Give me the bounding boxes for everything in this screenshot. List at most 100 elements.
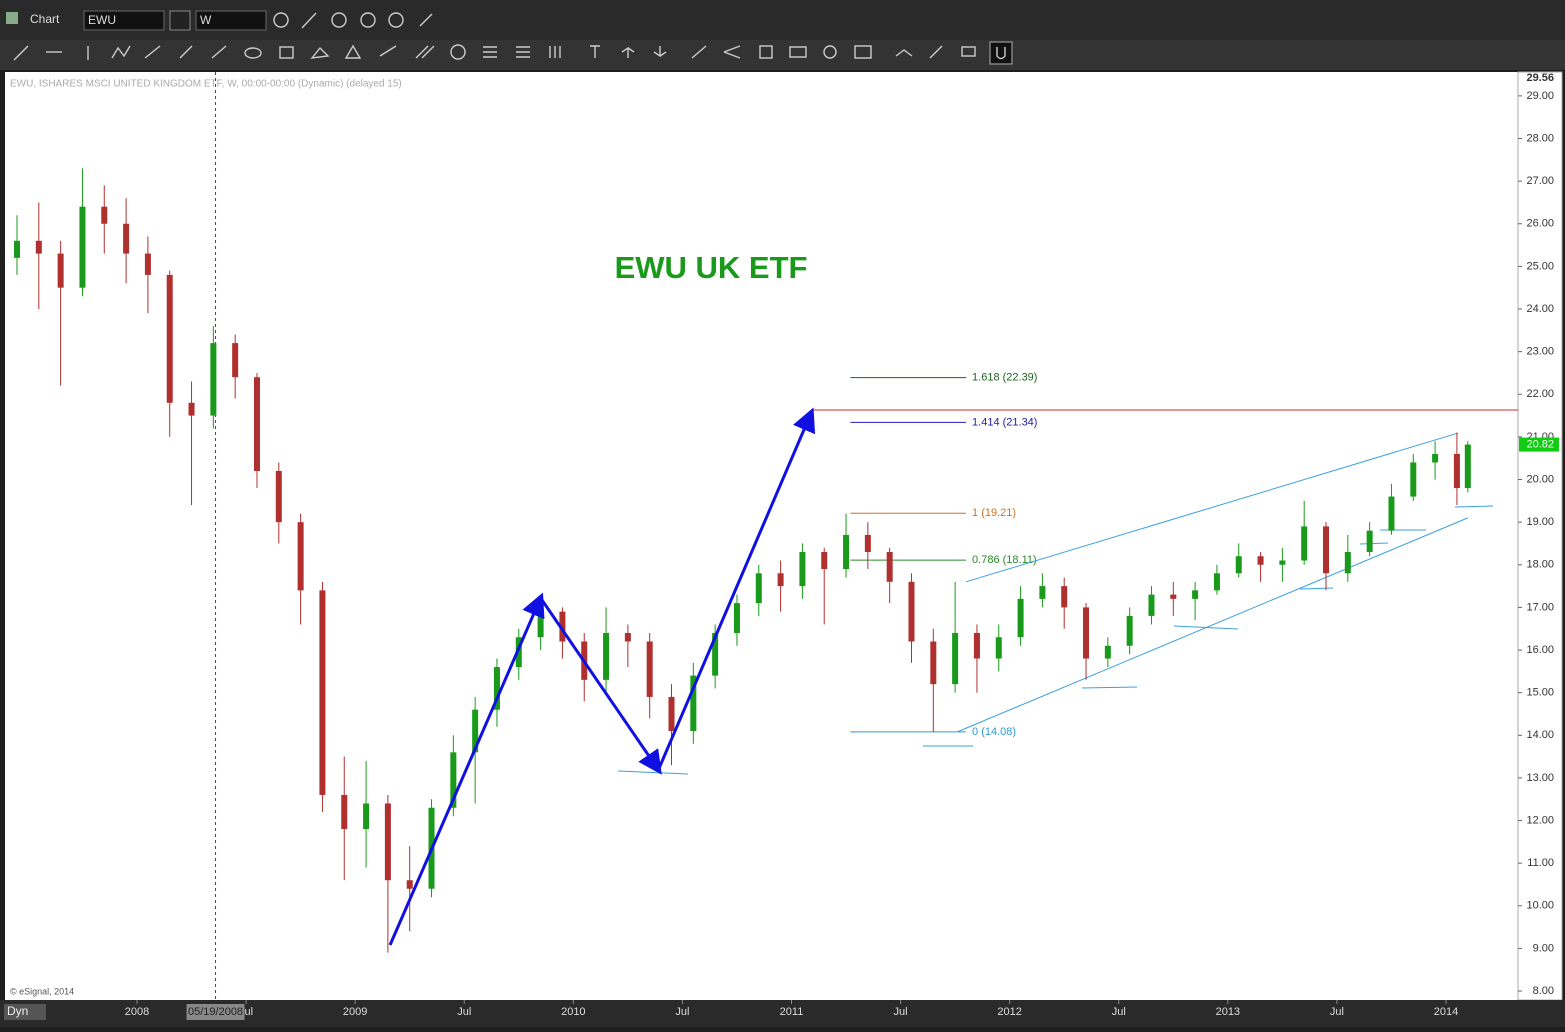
wave-arrow (657, 407, 816, 771)
y-tick-label: 20.00 (1526, 473, 1554, 485)
y-tick-label: 26.00 (1526, 218, 1554, 230)
y-tick-label: 28.00 (1526, 132, 1554, 144)
wave-arrow (539, 597, 662, 775)
candle-body (232, 343, 239, 378)
symbol-text: EWU (88, 13, 116, 27)
y-tick-label: 23.00 (1526, 346, 1554, 358)
x-tick-label: Jul (457, 1006, 471, 1018)
y-tick-label: 16.00 (1526, 644, 1554, 656)
credit: © eSignal, 2014 (10, 986, 74, 996)
x-tick-label: 2011 (780, 1006, 804, 1018)
candle-body (1148, 594, 1155, 616)
candle-body (1126, 615, 1133, 646)
y-tick-label: 18.00 (1526, 559, 1554, 571)
candle-body (493, 667, 500, 710)
candle-body (755, 573, 762, 604)
candle-body (624, 632, 631, 642)
candle-body (363, 803, 370, 830)
plot-area (5, 72, 1518, 1000)
candle-body (1366, 530, 1373, 552)
candle-body (1170, 594, 1177, 599)
candle-body (35, 240, 42, 254)
toolbar (0, 40, 1565, 70)
candle-body (275, 470, 282, 523)
interval-text: W (200, 13, 212, 27)
mode-text: Dyn (7, 1004, 28, 1018)
fib-label: 0 (14.08) (972, 726, 1016, 738)
channel-line (965, 432, 1459, 583)
candle-body (952, 632, 959, 685)
candle-body (821, 551, 828, 570)
candle-body (472, 709, 479, 753)
candle-body (1017, 598, 1024, 638)
candle-body (1235, 556, 1242, 574)
candle-body (1301, 526, 1308, 561)
fib-label: 0.786 (18.11) (972, 554, 1037, 566)
wave-arrow (388, 592, 545, 946)
toolbar-icons[interactable] (13, 12, 1013, 65)
candle-body (843, 534, 850, 570)
cursor-date-box (186, 1004, 245, 1020)
mode-box[interactable] (4, 1004, 46, 1020)
candle-body (1279, 560, 1286, 565)
y-tick-label: 12.00 (1526, 814, 1554, 826)
candle-body (515, 637, 522, 668)
candle-body (799, 551, 806, 587)
candle-body (1464, 444, 1471, 489)
last-price: 20.82 (1526, 438, 1554, 450)
last-price-box (1519, 437, 1559, 452)
candle-body (995, 637, 1002, 659)
candle-body (57, 253, 64, 288)
candle-body (559, 611, 566, 642)
chart-title: EWU UK ETF (615, 250, 808, 285)
y-tick-label: 24.00 (1526, 303, 1554, 315)
candle-body (733, 603, 740, 633)
settings-button[interactable] (169, 10, 191, 31)
y-tick-label: 13.00 (1526, 772, 1554, 784)
candle-body (166, 274, 173, 403)
x-tick-label: 2008 (125, 1006, 149, 1018)
candle-body (123, 223, 130, 254)
candle-body (144, 253, 151, 275)
x-tick-label: Jul (1330, 1006, 1344, 1018)
y-tick-label: 15.00 (1526, 687, 1554, 699)
candle-body (864, 534, 871, 552)
window-title: Chart (30, 12, 60, 26)
x-tick-label: 2014 (1434, 1006, 1458, 1018)
y-tick-label: 11.00 (1527, 857, 1554, 869)
candle-body (13, 240, 20, 258)
candle-body (712, 632, 719, 676)
price-axis (1517, 71, 1563, 1001)
symbol-input[interactable] (83, 10, 165, 31)
candle-body (1213, 573, 1220, 591)
candle-body (1104, 645, 1111, 659)
y-tick-label: 25.00 (1526, 260, 1554, 272)
candle-body (646, 641, 653, 697)
top-price: 29.56 (1526, 72, 1554, 84)
y-tick-label: 9.00 (1533, 942, 1554, 954)
y-tick-label: 29.00 (1526, 90, 1554, 102)
candle-body (1192, 590, 1199, 599)
x-tick-label: Jul (1112, 1006, 1126, 1018)
candle-body (253, 377, 260, 471)
candle-body (1039, 586, 1046, 599)
candle-body (668, 696, 675, 732)
chart-info: EWU, ISHARES MSCI UNITED KINGDOM ETF, W,… (10, 79, 402, 90)
y-tick-label: 19.00 (1526, 516, 1554, 528)
candle-body (210, 343, 217, 416)
interval-input[interactable] (195, 10, 267, 31)
candle-body (406, 880, 413, 889)
x-tick-label: 2010 (561, 1006, 585, 1018)
y-tick-label: 8.00 (1533, 985, 1554, 997)
candle-body (1061, 586, 1068, 608)
chart-icon (6, 12, 18, 24)
fib-label: 1.618 (22.39) (972, 372, 1037, 384)
fib-label: 1 (19.21) (972, 507, 1016, 519)
candle-body (537, 611, 544, 638)
candle-body (1323, 526, 1330, 574)
x-tick-label: 2012 (997, 1006, 1021, 1018)
candle-body (1257, 556, 1264, 565)
candle-body (101, 206, 108, 224)
candle-body (777, 573, 784, 587)
